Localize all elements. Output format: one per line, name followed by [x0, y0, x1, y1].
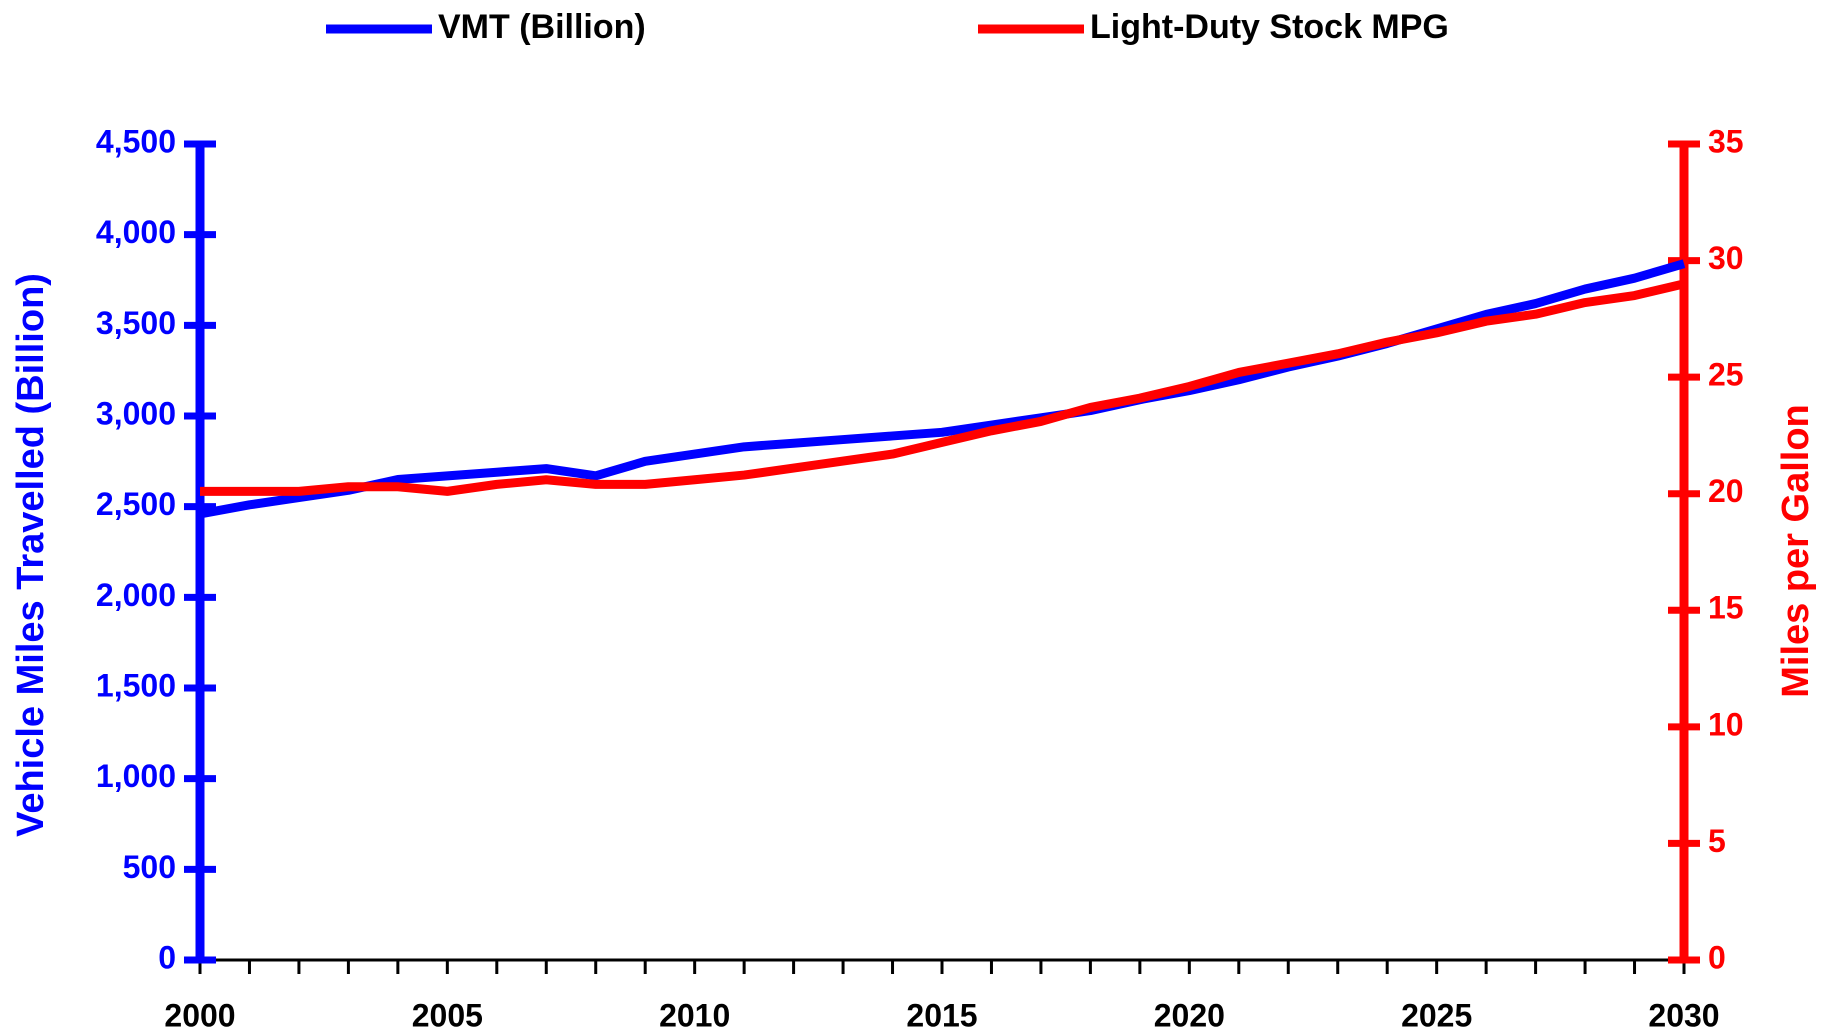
y-axis-title: Vehicle Miles Travelled (Billion): [10, 273, 52, 837]
x-tick-label: 2015: [906, 997, 977, 1033]
y-tick-label: 3,500: [96, 305, 176, 341]
y2-tick-label: 0: [1708, 939, 1726, 975]
y2-tick-label: 25: [1708, 357, 1744, 393]
legend-label: Light-Duty Stock MPG: [1090, 8, 1449, 46]
y-tick-label: 2,000: [96, 577, 176, 613]
y-tick-label: 500: [123, 849, 176, 885]
y-tick-label: 1,000: [96, 758, 176, 794]
y2-tick-label: 35: [1708, 123, 1744, 159]
x-tick-label: 2020: [1154, 997, 1225, 1033]
y-tick-label: 2,500: [96, 486, 176, 522]
series-line: [199, 259, 1686, 519]
y-tick-label: 1,500: [96, 667, 176, 703]
y2-tick-label: 15: [1708, 590, 1744, 626]
y2-tick-label: 10: [1708, 706, 1744, 742]
x-tick-label: 2000: [164, 997, 235, 1033]
y2-tick-label: 20: [1708, 473, 1744, 509]
y2-tick-label: 30: [1708, 240, 1744, 276]
series-line: [200, 279, 1686, 496]
y-tick-label: 4,500: [96, 123, 176, 159]
x-tick-label: 2005: [412, 997, 483, 1033]
y-tick-label: 4,000: [96, 214, 176, 250]
x-tick-label: 2030: [1648, 997, 1719, 1033]
x-tick-label: 2010: [659, 997, 730, 1033]
y-tick-label: 0: [158, 939, 176, 975]
y2-tick-label: 5: [1708, 823, 1726, 859]
legend-label: VMT (Billion): [438, 8, 646, 46]
x-tick-label: 2025: [1401, 997, 1472, 1033]
y2-axis-title: Miles per Gallon: [1775, 404, 1817, 698]
y-tick-label: 3,000: [96, 395, 176, 431]
